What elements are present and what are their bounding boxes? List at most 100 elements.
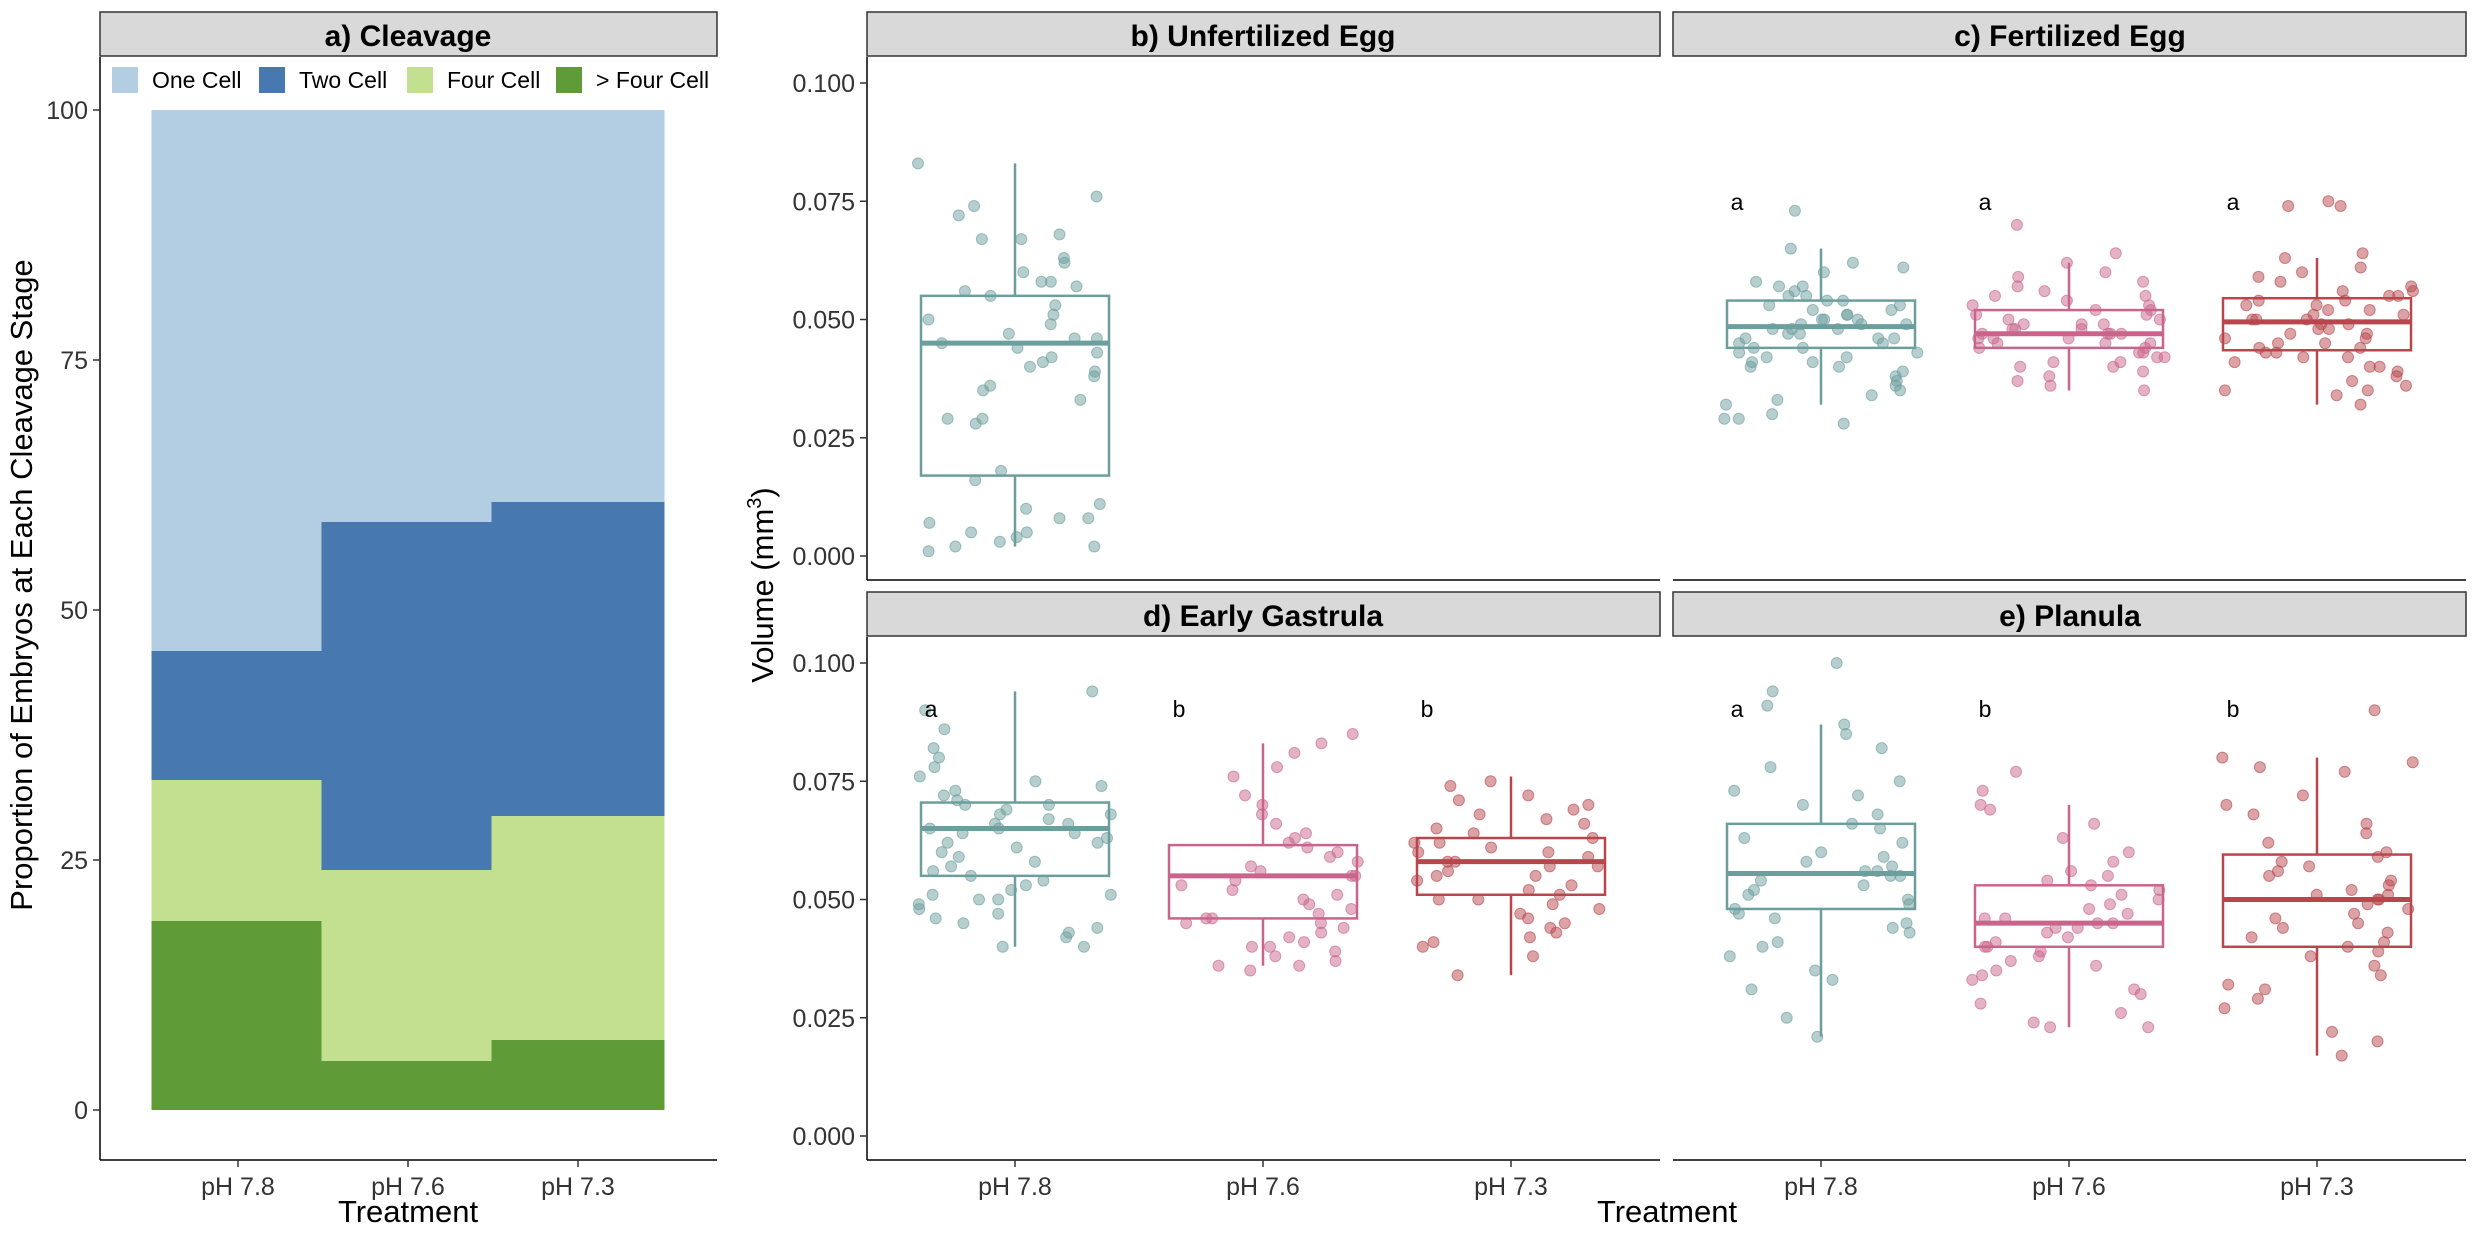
data-point — [949, 540, 962, 553]
data-point — [1911, 346, 1924, 359]
data-point — [2406, 285, 2419, 298]
data-point — [1793, 327, 1806, 340]
data-point — [2107, 360, 2120, 373]
data-point — [1058, 256, 1071, 269]
bar-one-cell-73 — [491, 110, 665, 502]
data-point — [1015, 233, 1028, 246]
data-point — [1239, 789, 1251, 802]
data-point — [2270, 346, 2283, 359]
data-point — [2134, 988, 2147, 1001]
data-point — [2151, 351, 2164, 364]
data-point — [1017, 266, 1030, 279]
data-point — [1104, 808, 1117, 821]
data-point — [2038, 285, 2051, 298]
data-point — [2121, 907, 2134, 920]
data-point — [1897, 261, 1910, 274]
y-tick-label: 0 — [74, 1097, 88, 1125]
panel-a-strip — [99, 11, 718, 57]
data-point — [1283, 931, 1296, 944]
data-point — [1841, 308, 1854, 321]
data-point — [1809, 964, 1822, 977]
data-point — [938, 723, 951, 736]
data-point — [1826, 973, 1839, 986]
data-point — [1761, 699, 1774, 712]
data-point — [1718, 412, 1731, 425]
significance-letter: a — [1731, 189, 1744, 215]
data-point — [1974, 798, 1987, 811]
data-point — [1293, 959, 1306, 972]
data-point — [2303, 860, 2316, 873]
volume-y-axis-title-superscript: 3 — [744, 498, 766, 509]
x-tick-label: pH 7.6 — [1226, 1173, 1300, 1201]
data-point — [922, 313, 935, 326]
data-point — [1337, 921, 1350, 934]
data-point — [1550, 926, 1563, 939]
data-point — [996, 940, 1009, 953]
data-point — [2363, 304, 2376, 316]
data-point — [1989, 289, 2001, 302]
data-point — [1091, 921, 1104, 934]
panel-c-fertilized-egg: c) Fertilized Egg a a a — [1672, 11, 2467, 581]
data-point — [1852, 789, 1864, 802]
data-point — [1806, 304, 1819, 316]
data-point — [2115, 888, 2128, 901]
data-point — [1565, 879, 1578, 892]
data-point — [2252, 294, 2265, 307]
legend-label: Two Cell — [299, 67, 387, 93]
data-point — [2322, 304, 2335, 316]
data-point — [2400, 379, 2412, 392]
bar-two-cell-76 — [321, 522, 495, 870]
significance-letter: b — [1979, 696, 1992, 722]
data-point — [2354, 261, 2367, 274]
data-point — [1010, 841, 1023, 854]
data-point — [913, 770, 926, 783]
data-point — [2115, 1007, 2127, 1019]
data-point — [2406, 756, 2419, 769]
panel-a-y-axis-title: Proportion of Embryos at Each Cleavage S… — [4, 259, 39, 910]
data-point — [923, 516, 936, 529]
data-point — [2061, 931, 2074, 944]
data-point — [926, 888, 939, 901]
panel-d-plot: 0.000 0.025 0.050 0.075 0.100 pH 7.8 pH 7.6 pH … — [792, 637, 1660, 1201]
panel-e-plot: pH 7.8 pH 7.6 pH 7.3 a b b — [1673, 657, 2466, 1201]
data-point — [1091, 346, 1104, 359]
data-point — [1029, 775, 1042, 788]
data-point — [2010, 218, 2023, 231]
data-point — [941, 836, 954, 849]
data-point — [2282, 200, 2295, 212]
data-point — [2122, 846, 2135, 859]
data-point — [2240, 299, 2253, 312]
box — [1973, 308, 2165, 350]
data-point — [975, 233, 988, 246]
data-point — [2334, 200, 2347, 212]
data-point — [1522, 912, 1535, 925]
volume-y-axis-title-main: Volume (mm — [745, 509, 780, 683]
data-point — [1042, 813, 1055, 826]
data-point — [1226, 884, 1239, 896]
data-point — [2374, 969, 2387, 982]
data-point — [2099, 266, 2112, 279]
data-point — [2047, 356, 2060, 369]
data-point — [2274, 275, 2287, 288]
significance-letter: a — [925, 696, 938, 722]
x-tick-label: pH 7.6 — [2032, 1173, 2106, 1201]
x-tick-label: pH 7.8 — [1784, 1173, 1858, 1201]
data-point — [1877, 850, 1890, 863]
significance-letter: b — [2227, 696, 2240, 722]
data-point — [945, 860, 958, 873]
data-point — [1527, 950, 1539, 963]
data-point — [2359, 332, 2372, 345]
data-point — [1086, 685, 1099, 698]
volume-y-axis-title: Volume (mm3) — [744, 487, 780, 682]
panel-e-planula: e) Planula pH 7.8 pH 7.6 pH 7.3 a b b — [1672, 591, 2467, 1201]
data-point — [1857, 879, 1870, 892]
data-point — [1452, 794, 1465, 807]
data-point — [1886, 921, 1899, 934]
data-point — [2312, 323, 2325, 335]
data-point — [1728, 784, 1741, 797]
data-point — [935, 846, 948, 859]
data-point — [1840, 351, 1853, 364]
legend-label: Four Cell — [447, 67, 540, 93]
data-point — [1035, 275, 1048, 288]
data-point — [1546, 898, 1559, 911]
